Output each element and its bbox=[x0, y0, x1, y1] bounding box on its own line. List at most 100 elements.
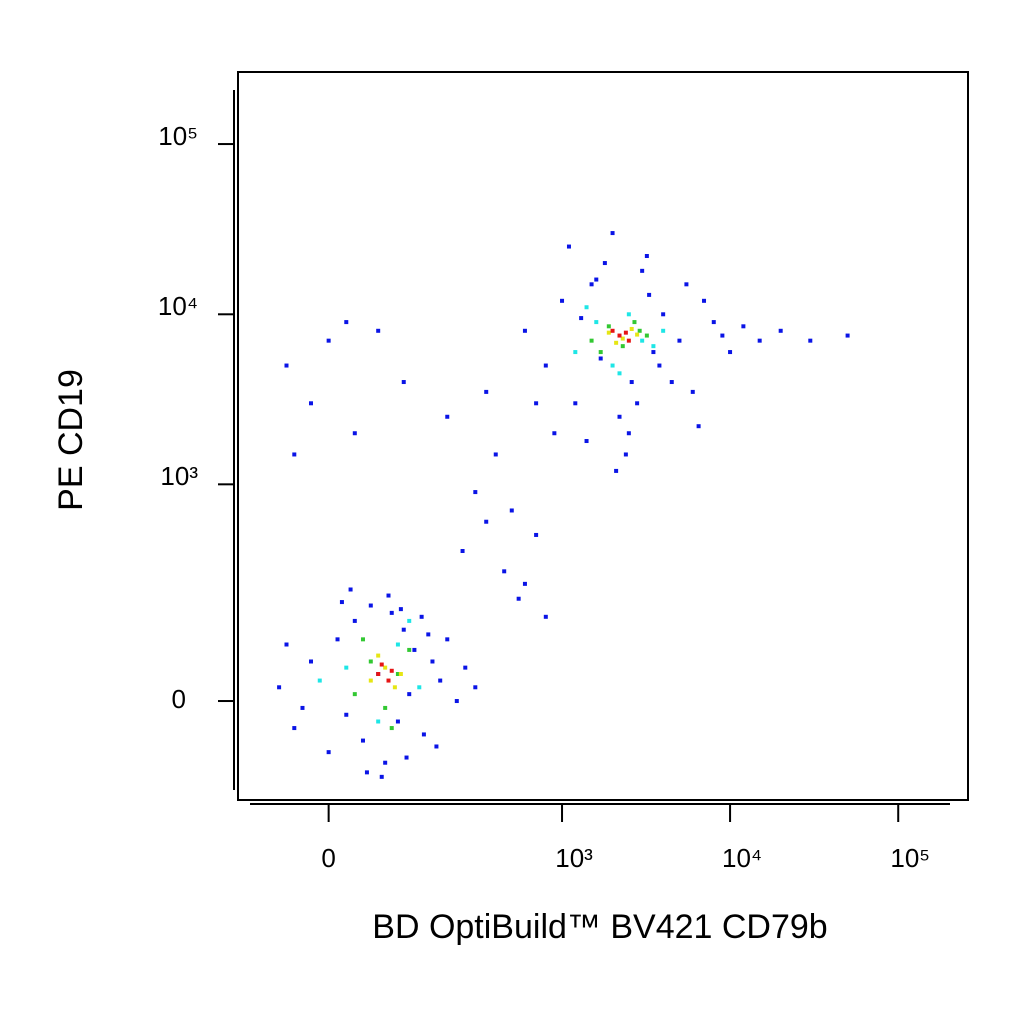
data-point bbox=[684, 282, 689, 287]
data-point bbox=[460, 548, 465, 553]
data-point bbox=[300, 705, 305, 710]
data-point bbox=[454, 699, 459, 704]
data-point bbox=[657, 363, 662, 368]
data-point bbox=[398, 607, 403, 612]
data-point bbox=[368, 678, 373, 683]
data-point bbox=[640, 338, 645, 343]
data-point bbox=[579, 316, 584, 321]
data-point bbox=[522, 328, 527, 333]
data-point bbox=[644, 333, 649, 338]
data-point bbox=[808, 338, 813, 343]
data-point bbox=[543, 363, 548, 368]
data-point bbox=[395, 642, 400, 647]
data-point bbox=[484, 389, 489, 394]
data-point bbox=[617, 414, 622, 419]
data-point bbox=[522, 581, 527, 586]
data-point bbox=[376, 671, 381, 676]
data-point bbox=[617, 333, 622, 338]
data-point bbox=[661, 312, 666, 317]
data-point bbox=[647, 292, 652, 297]
data-point bbox=[602, 261, 607, 266]
data-point bbox=[696, 424, 701, 429]
data-point bbox=[669, 380, 674, 385]
data-point bbox=[620, 344, 625, 349]
data-point bbox=[778, 328, 783, 333]
data-point bbox=[360, 738, 365, 743]
x-tick-label: 10³ bbox=[555, 843, 593, 873]
data-point bbox=[543, 614, 548, 619]
data-point bbox=[352, 692, 357, 697]
data-point bbox=[386, 593, 391, 598]
data-point bbox=[610, 231, 615, 236]
data-point bbox=[376, 328, 381, 333]
data-point bbox=[419, 614, 424, 619]
data-point bbox=[757, 338, 762, 343]
data-point bbox=[534, 532, 539, 537]
data-point bbox=[348, 587, 353, 592]
data-point bbox=[626, 338, 631, 343]
data-point bbox=[573, 350, 578, 355]
data-point bbox=[401, 627, 406, 632]
data-point bbox=[702, 298, 707, 303]
data-point bbox=[626, 431, 631, 436]
data-point bbox=[379, 774, 384, 779]
data-point bbox=[379, 662, 384, 667]
data-point bbox=[376, 653, 381, 658]
y-tick-label: 0 bbox=[172, 684, 186, 714]
data-point bbox=[368, 603, 373, 608]
data-point bbox=[626, 312, 631, 317]
data-point bbox=[407, 692, 412, 697]
data-point bbox=[493, 452, 498, 457]
data-point bbox=[629, 380, 634, 385]
data-point bbox=[344, 665, 349, 670]
data-point bbox=[635, 401, 640, 406]
x-tick-label: 0 bbox=[321, 843, 335, 873]
data-point bbox=[326, 750, 331, 755]
data-point bbox=[594, 320, 599, 325]
data-point bbox=[277, 685, 282, 690]
data-point bbox=[389, 668, 394, 673]
data-point bbox=[651, 350, 656, 355]
data-point bbox=[383, 705, 388, 710]
y-tick-label: 10⁵ bbox=[158, 121, 198, 151]
data-point bbox=[644, 254, 649, 259]
data-point bbox=[677, 338, 682, 343]
data-point bbox=[598, 356, 603, 361]
x-tick-label: 10⁵ bbox=[890, 843, 930, 873]
data-point bbox=[473, 685, 478, 690]
data-point bbox=[368, 659, 373, 664]
data-point bbox=[309, 401, 314, 406]
data-point bbox=[484, 519, 489, 524]
data-point bbox=[606, 324, 611, 329]
data-point bbox=[637, 328, 642, 333]
data-point bbox=[741, 324, 746, 329]
data-point bbox=[728, 350, 733, 355]
data-point bbox=[326, 338, 331, 343]
data-point bbox=[661, 328, 666, 333]
data-point bbox=[407, 618, 412, 623]
data-point bbox=[589, 282, 594, 287]
data-point bbox=[389, 610, 394, 615]
data-point bbox=[620, 336, 625, 341]
data-point bbox=[589, 338, 594, 343]
data-point bbox=[398, 671, 403, 676]
data-point bbox=[309, 659, 314, 664]
data-point bbox=[534, 401, 539, 406]
data-point bbox=[386, 678, 391, 683]
data-point bbox=[344, 712, 349, 717]
data-point bbox=[690, 389, 695, 394]
data-point bbox=[552, 431, 557, 436]
data-point bbox=[594, 277, 599, 282]
data-point bbox=[635, 332, 640, 337]
data-point bbox=[335, 637, 340, 642]
data-point bbox=[417, 685, 422, 690]
data-point bbox=[438, 678, 443, 683]
data-point bbox=[614, 468, 619, 473]
data-point bbox=[614, 340, 619, 345]
data-point bbox=[617, 371, 622, 376]
data-point bbox=[629, 326, 634, 331]
data-point bbox=[430, 659, 435, 664]
data-point bbox=[376, 719, 381, 724]
data-point bbox=[640, 268, 645, 273]
